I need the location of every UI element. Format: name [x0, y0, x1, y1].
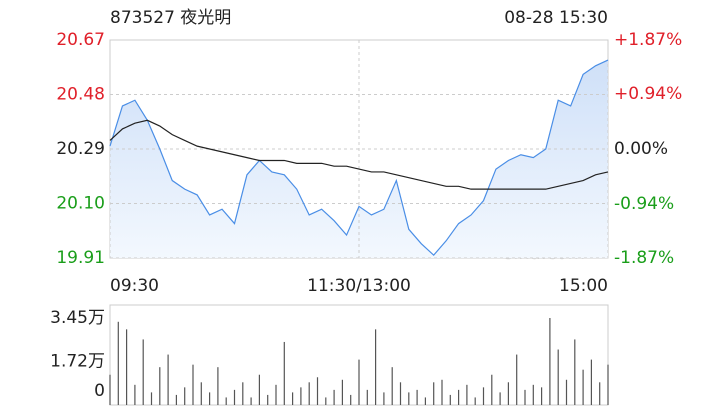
volume-tick-label: 1.72万 — [50, 352, 105, 372]
y2-tick-label: -0.94% — [614, 194, 674, 214]
y-tick-label: 20.48 — [56, 85, 105, 105]
y-tick-label: 20.67 — [56, 30, 105, 50]
y2-tick-label: +0.94% — [614, 84, 682, 104]
average-line — [109, 119, 609, 190]
x-tick-label: 15:00 — [559, 276, 608, 296]
volume-tick-label: 0 — [94, 381, 105, 401]
y-tick-label: 20.10 — [56, 194, 105, 214]
volume-tick-label: 3.45万 — [50, 308, 105, 328]
price-line — [109, 59, 609, 256]
stock-title: 873527 夜光明 — [110, 8, 231, 28]
y-tick-label: 20.29 — [56, 139, 105, 159]
y-tick-label: 19.91 — [56, 248, 105, 268]
x-tick-label: 09:30 — [110, 276, 159, 296]
timestamp: 08-28 15:30 — [504, 8, 608, 28]
y2-tick-label: 0.00% — [614, 139, 668, 159]
y2-tick-label: +1.87% — [614, 30, 682, 50]
x-tick-label: 11:30/13:00 — [307, 276, 411, 296]
price-area — [110, 60, 608, 258]
y2-tick-label: -1.87% — [614, 248, 674, 268]
